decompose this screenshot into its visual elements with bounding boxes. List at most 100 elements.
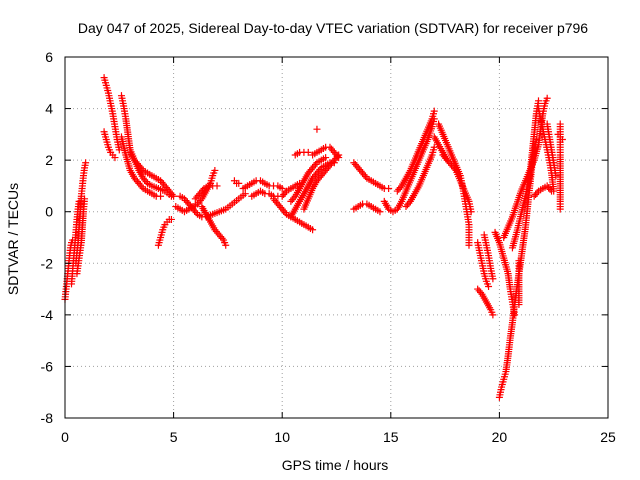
x-tick-label: 5 <box>170 429 178 445</box>
data-point <box>138 165 146 173</box>
data-point <box>235 179 243 187</box>
data-point <box>489 275 497 283</box>
data-point <box>316 166 324 174</box>
y-tick-labels: -8 -6 -4 -2 0 2 4 6 <box>41 49 54 426</box>
data-point <box>115 146 123 154</box>
data-point <box>157 192 165 200</box>
series-arc-8 <box>117 133 165 200</box>
data-point <box>278 185 286 193</box>
x-tick-label: 10 <box>274 429 290 445</box>
data-point <box>376 208 384 216</box>
series-arc-5 <box>100 74 123 154</box>
series-arc-26 <box>350 159 393 193</box>
data-point <box>543 94 551 102</box>
series-arc-46 <box>554 130 566 144</box>
series-arc-18 <box>270 195 317 234</box>
data-point <box>138 183 146 191</box>
data-point <box>477 289 485 297</box>
y-tick-label: -6 <box>41 358 54 374</box>
series-arc-20 <box>287 154 330 205</box>
series-arc-11 <box>172 166 219 216</box>
series-arc-36 <box>474 285 497 319</box>
data-point <box>361 172 369 180</box>
data-point <box>556 205 564 213</box>
series-arc-25 <box>313 125 321 133</box>
chart-title: Day 047 of 2025, Sidereal Day-to-day VTE… <box>78 20 588 36</box>
data-point <box>467 208 475 216</box>
series-arc-30 <box>402 143 438 211</box>
data-point <box>558 136 566 144</box>
data-point <box>290 194 298 202</box>
series-arc-4 <box>73 195 89 278</box>
series-arc-6 <box>100 128 119 162</box>
y-tick-label: 4 <box>45 101 53 117</box>
data-point <box>430 107 438 115</box>
y-tick-label: 2 <box>45 152 53 168</box>
y-tick-label: -8 <box>41 410 54 426</box>
series-arc-34 <box>474 239 493 290</box>
series-arc-24 <box>291 148 312 159</box>
data-point <box>281 209 289 217</box>
series-arc-22 <box>300 151 343 213</box>
series-arc-14 <box>191 182 221 203</box>
data-point <box>533 189 541 197</box>
data-point <box>548 187 556 195</box>
data-point <box>451 165 459 173</box>
x-tick-label: 25 <box>600 429 616 445</box>
data-point <box>430 143 438 151</box>
series-arc-44 <box>530 182 556 200</box>
data-point <box>111 154 119 162</box>
data-point <box>199 186 207 194</box>
y-tick-label: 0 <box>45 204 53 220</box>
data-point <box>167 215 175 223</box>
series-arc-41 <box>515 257 523 309</box>
series-arc-35 <box>480 231 497 283</box>
series-arc-17 <box>248 187 282 200</box>
y-tick-label: -2 <box>41 255 54 271</box>
data-point <box>515 301 523 309</box>
x-tick-label: 20 <box>492 429 508 445</box>
data-point <box>396 184 404 192</box>
data-point <box>489 311 497 319</box>
data-marks <box>61 74 566 401</box>
x-tick-label: 15 <box>383 429 399 445</box>
data-point <box>385 185 393 193</box>
data-point <box>309 226 317 234</box>
series-arc-10 <box>154 215 175 249</box>
data-point <box>168 191 176 199</box>
series-arc-43 <box>543 120 560 180</box>
data-point <box>333 152 341 160</box>
series-arc-16 <box>239 177 286 193</box>
data-point <box>405 199 413 207</box>
data-point <box>82 159 90 167</box>
axis-ticks <box>64 56 609 419</box>
grid-lines <box>65 57 608 418</box>
series-arc-23 <box>309 143 343 162</box>
data-point <box>211 166 219 174</box>
series-arc-45 <box>556 120 564 213</box>
data-point <box>192 209 200 217</box>
data-point <box>241 190 249 198</box>
series-arc-13 <box>198 203 230 249</box>
data-point <box>443 156 451 164</box>
series-arc-1 <box>61 236 77 303</box>
data-point <box>222 241 230 249</box>
y-tick-label: 6 <box>45 49 53 65</box>
data-point <box>465 241 473 249</box>
x-axis-label: GPS time / hours <box>282 457 389 473</box>
x-tick-label: 0 <box>61 429 69 445</box>
data-point <box>552 172 560 180</box>
data-point <box>312 160 320 168</box>
data-point <box>142 178 150 186</box>
series-arc-29 <box>393 107 438 195</box>
data-point <box>485 282 493 290</box>
data-point <box>335 154 343 162</box>
data-point <box>304 148 312 156</box>
data-point <box>81 195 89 203</box>
data-point <box>170 192 178 200</box>
data-point <box>218 234 226 242</box>
data-point <box>546 185 554 193</box>
plot-frame <box>64 56 609 419</box>
data-point <box>313 125 321 133</box>
